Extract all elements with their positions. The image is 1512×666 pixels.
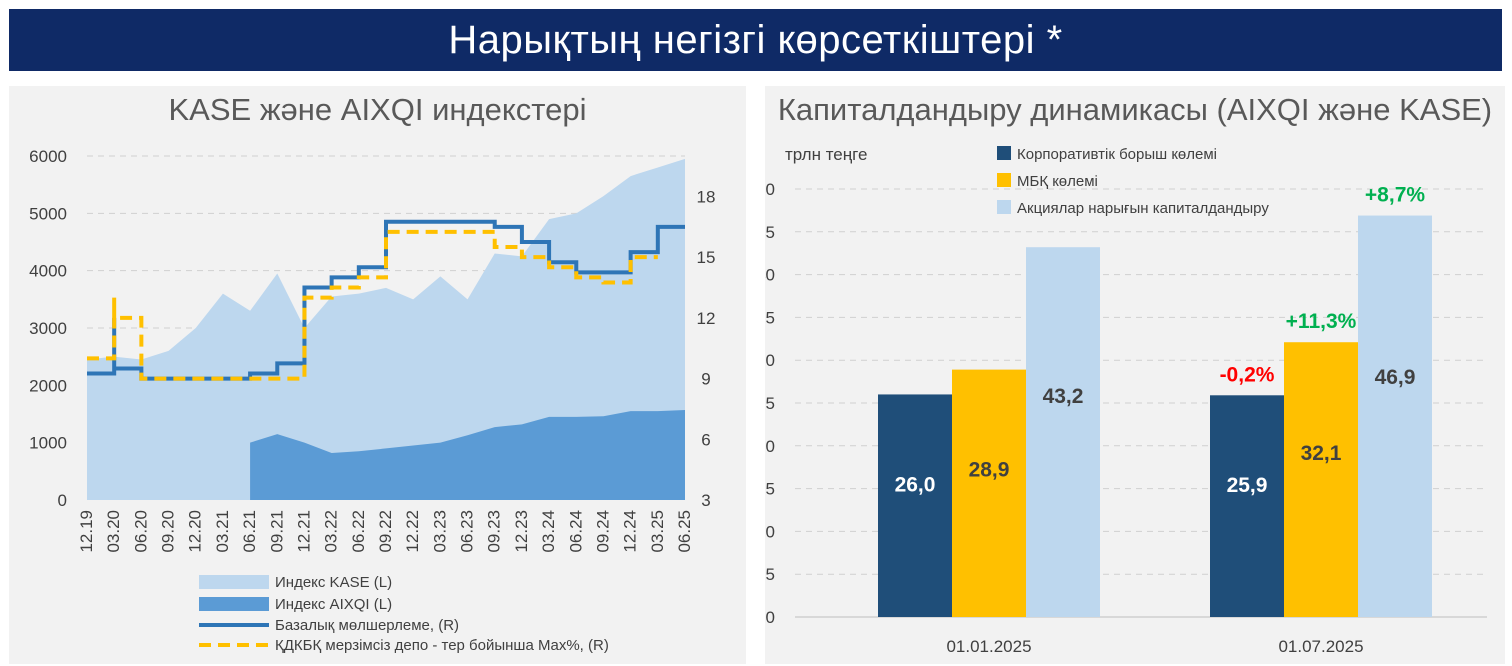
y-tick-label: 50 [765, 180, 775, 199]
x-tick-label: 12.21 [294, 510, 313, 553]
deposit-max-rate-line [87, 229, 658, 381]
y-tick-label: 10 [765, 522, 775, 541]
x-tick-label: 03.22 [322, 510, 341, 553]
legend-label: ҚДКБҚ мерзімсіз депо - тер бойынша Max%,… [275, 637, 609, 654]
x-tick-label: 09.21 [267, 510, 286, 553]
y-tick-label: 25 [765, 394, 775, 413]
legend-label: Базалық мөлшерлеме, (R) [275, 617, 459, 634]
bar-equity-cap [1026, 247, 1100, 617]
y-right-tick-label: 18 [697, 187, 716, 206]
change-label: +8,7% [1365, 184, 1425, 207]
x-tick-label: 12.22 [403, 510, 422, 553]
legend-swatch-aixqi [199, 597, 269, 611]
y-tick-label: 20 [765, 437, 775, 456]
aixqi-index-area [250, 409, 685, 500]
y-tick-label: 5 [766, 565, 775, 584]
y-right-tick-label: 6 [701, 430, 710, 449]
y-right-tick-label: 9 [701, 370, 710, 389]
y-right-tick-label: 3 [701, 491, 710, 510]
x-tick-label: 03.25 [648, 510, 667, 553]
x-tick-label: 09.23 [485, 510, 504, 553]
bar-corporate-debt [1210, 395, 1284, 617]
change-label: +11,3% [1286, 310, 1357, 333]
left-chart-title: KASE және AIXQI индекстері [168, 92, 587, 127]
y-tick-label: 15 [765, 480, 775, 499]
legend-swatch [997, 173, 1011, 187]
x-tick-label: 09.20 [159, 510, 178, 553]
capitalization-chart-panel: Капиталдандыру динамикасы (AIXQI және KA… [765, 86, 1505, 664]
x-category-label: 01.01.2025 [946, 637, 1031, 656]
x-tick-label: 03.24 [539, 510, 558, 553]
bar-gov-securities [1284, 342, 1358, 617]
bar-value-label: 26,0 [895, 473, 936, 496]
bar-equity-cap [1358, 215, 1432, 617]
legend-swatch-kase [199, 575, 269, 589]
y-left-tick-label: 6000 [29, 147, 67, 166]
legend-swatch [997, 146, 1011, 160]
legend-label: Корпоративтік борыш көлемі [1017, 146, 1217, 163]
y-tick-label: 30 [765, 351, 775, 370]
x-tick-label: 09.24 [593, 510, 612, 553]
kase-aixqi-chart-panel: KASE және AIXQI индекстері 0 1000 2000 3000… [9, 86, 746, 664]
bar-value-label: 43,2 [1043, 385, 1084, 408]
x-tick-label: 03.21 [213, 510, 232, 553]
x-tick-label: 09.22 [376, 510, 395, 553]
change-label: -0,2% [1220, 363, 1275, 386]
x-category-label: 01.07.2025 [1278, 637, 1363, 656]
y-tick-label: 40 [765, 266, 775, 285]
y-tick-label: 0 [766, 608, 775, 627]
legend-label: Индекс AIXQI (L) [275, 596, 392, 613]
y-axis-unit-label: трлн теңге [785, 145, 867, 164]
x-tick-label: 06.21 [240, 510, 259, 553]
x-tick-label: 06.25 [675, 510, 694, 553]
x-tick-label: 06.20 [131, 510, 150, 553]
kase-index-area [87, 158, 685, 500]
y-left-tick-label: 3000 [29, 319, 67, 338]
x-tick-label: 06.22 [349, 510, 368, 553]
bar-gov-securities [952, 369, 1026, 617]
y-tick-label: 35 [765, 308, 775, 327]
y-right-tick-label: 12 [697, 309, 716, 328]
x-tick-label: 06.23 [458, 510, 477, 553]
y-right-tick-label: 15 [697, 248, 716, 267]
y-left-tick-label: 0 [58, 491, 67, 510]
y-tick-label: 45 [765, 223, 775, 242]
bar-corporate-debt [878, 394, 952, 617]
kase-aixqi-chart: 0 1000 2000 3000 4000 5000 6000 3 6 9 12 15 18 12.19 0… [29, 147, 716, 654]
y-left-tick-label: 4000 [29, 262, 67, 281]
legend-label: Индекс KASE (L) [275, 574, 392, 591]
legend-swatch [997, 200, 1011, 214]
right-chart-title: Капиталдандыру динамикасы (AIXQI және KA… [777, 92, 1493, 127]
legend-label: МБҚ көлемі [1017, 173, 1098, 190]
x-tick-label: 12.19 [77, 510, 96, 553]
bar-value-label: 28,9 [969, 459, 1010, 482]
x-tick-label: 12.20 [186, 510, 205, 553]
y-left-tick-label: 5000 [29, 204, 67, 223]
x-tick-label: 03.20 [104, 510, 123, 553]
x-tick-label: 12.24 [621, 510, 640, 553]
x-tick-label: 06.24 [566, 510, 585, 553]
page-banner-title: Нарықтың негізгі көрсеткіштері * [9, 9, 1502, 71]
bar-value-label: 32,1 [1301, 442, 1342, 465]
legend-label: Акциялар нарығын капиталдандыру [1017, 200, 1269, 217]
capitalization-chart: 0 5 10 15 20 25 30 35 40 45 50 трлн теңге 26,0 28,9 43… [765, 145, 1487, 656]
bar-value-label: 25,9 [1227, 474, 1268, 497]
x-tick-label: 03.23 [430, 510, 449, 553]
x-tick-label: 12.23 [512, 510, 531, 553]
y-left-tick-label: 1000 [29, 434, 67, 453]
y-left-tick-label: 2000 [29, 376, 67, 395]
bar-value-label: 46,9 [1375, 366, 1416, 389]
